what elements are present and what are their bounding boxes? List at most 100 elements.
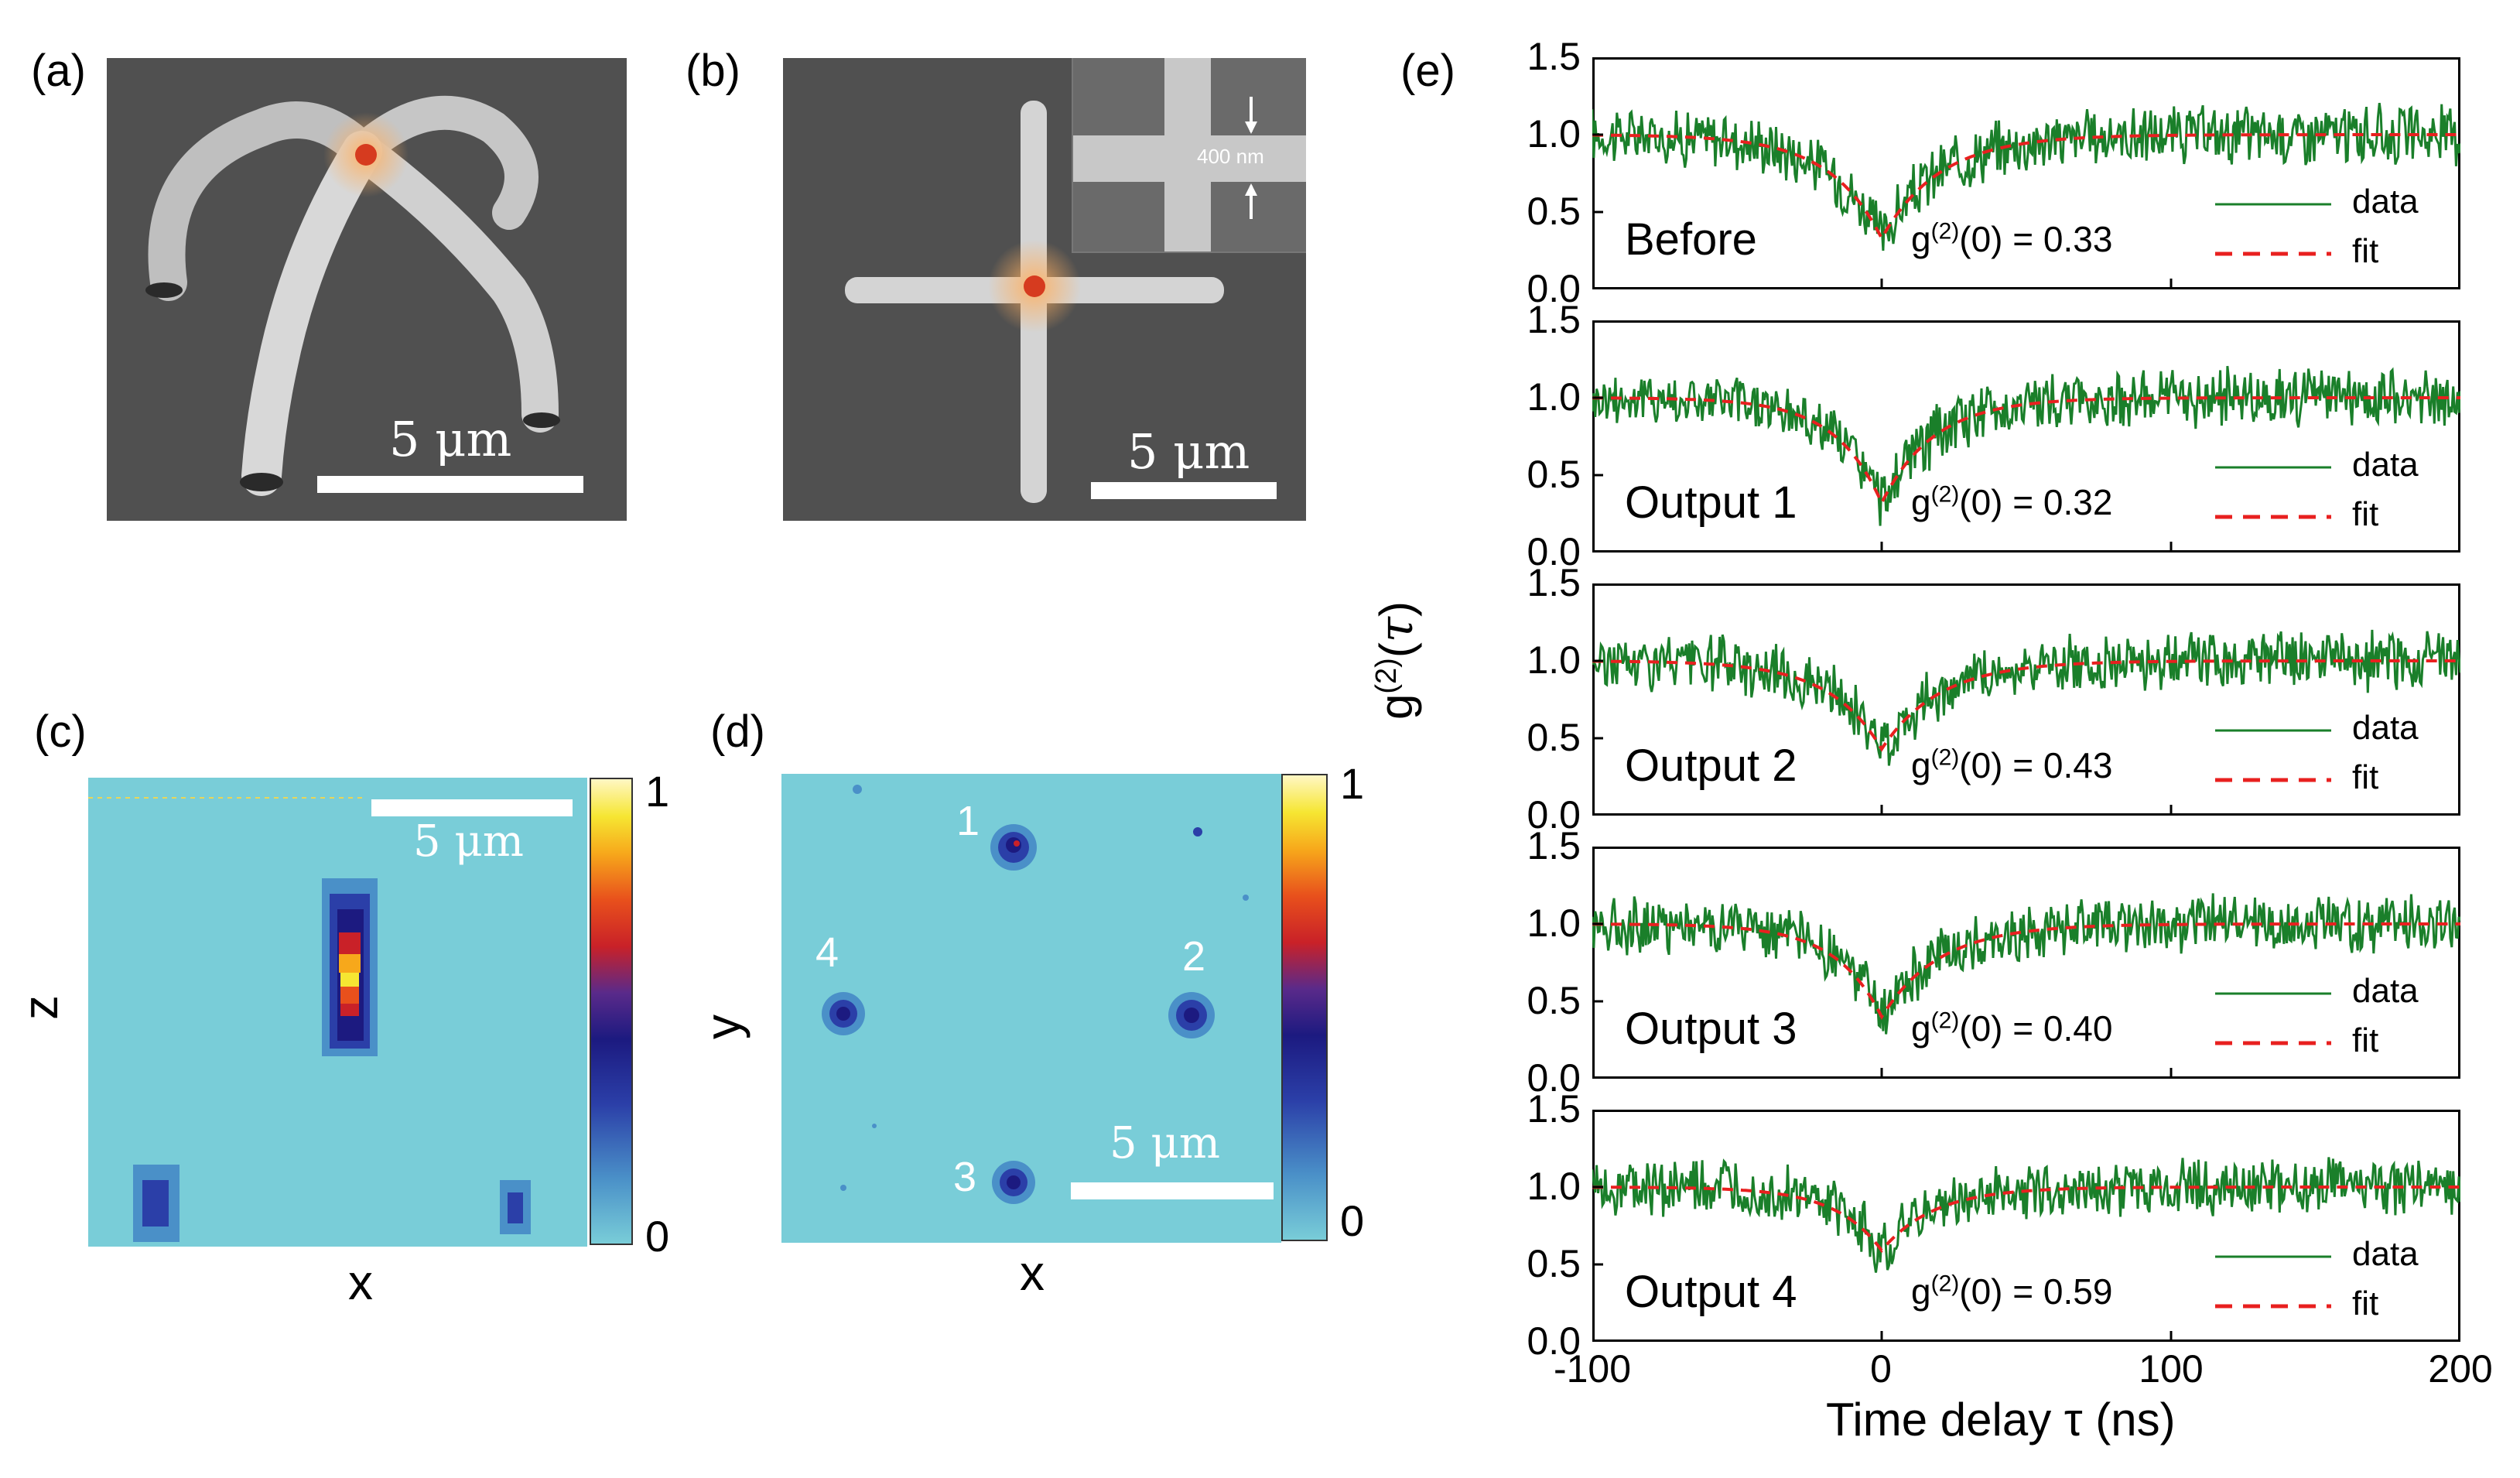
cross-structure: [845, 101, 1224, 503]
legend-fit-label-3: fit: [2352, 758, 2379, 796]
y-tick-label: 1.0: [1527, 902, 1581, 945]
subplot-name-2: Output 1: [1625, 477, 1797, 528]
y-tick-label: 1.5: [1527, 35, 1581, 78]
g2-zero-annotation-1: g(2)(0) = 0.33: [1911, 218, 2113, 259]
legend-data-label-2: data: [2352, 446, 2419, 484]
legend-data-label-5: data: [2352, 1235, 2419, 1273]
panel-c-pl-map: 5 μm: [88, 778, 587, 1247]
y-tick-label: 0.5: [1527, 190, 1581, 233]
g2-subplot-3: [1592, 583, 2460, 816]
panel-d-label: (d): [710, 706, 765, 757]
y-tick-label: 1.5: [1527, 298, 1581, 341]
g2-plot-area-4: [1592, 847, 2460, 1079]
data-series-2: [1592, 365, 2460, 526]
panel-c-scale-label: 5 μm: [413, 816, 524, 867]
g2-zero-annotation-3: g(2)(0) = 0.43: [1911, 744, 2113, 785]
legend-data-label-1: data: [2352, 183, 2419, 221]
g2-plot-area-5: [1592, 1110, 2460, 1342]
spot-label-2: 2: [1182, 933, 1206, 980]
panel-d-xlabel: x: [1020, 1245, 1045, 1301]
quantum-emitter-dot: [355, 144, 377, 166]
panel-d-scale-label: 5 μm: [1110, 1118, 1220, 1168]
legend-fit-label-2: fit: [2352, 495, 2379, 533]
panel-c-cbar-max: 1: [645, 767, 670, 816]
panel-d-cbar-max: 1: [1340, 759, 1365, 808]
panel-d-cbar-min: 0: [1340, 1196, 1365, 1245]
panel-e-label: (e): [1400, 46, 1455, 96]
panel-b-scalebar: [1091, 482, 1277, 499]
data-series-1: [1592, 102, 2460, 251]
g2-plot-area-2: [1592, 320, 2460, 553]
y-tick-label: 1.5: [1527, 824, 1581, 867]
y-tick-label: 0.5: [1527, 979, 1581, 1022]
y-tick-label: 0.5: [1527, 1242, 1581, 1285]
subplot-name-5: Output 4: [1625, 1267, 1797, 1317]
x-tick-100: 100: [2139, 1347, 2204, 1391]
panel-c-ylabel: z: [12, 995, 68, 1020]
subplot-name-4: Output 3: [1625, 1004, 1797, 1054]
inset-cross-image: [1073, 58, 1306, 251]
y-tick-label: 1.5: [1527, 561, 1581, 604]
y-tick-label: 1.0: [1527, 638, 1581, 682]
g2-subplot-2: [1592, 320, 2460, 553]
y-tick-label: 1.0: [1527, 375, 1581, 419]
legend-fit-label-4: fit: [2352, 1021, 2379, 1059]
panel-c-xlabel: x: [348, 1254, 373, 1310]
fit-series-5: [1592, 1185, 2460, 1254]
panel-c-map-features: [88, 797, 531, 1242]
panel-d-ylabel: y: [695, 1014, 751, 1039]
fit-series-1: [1592, 133, 2460, 242]
legend-data-label-3: data: [2352, 709, 2419, 747]
data-series-4: [1592, 893, 2460, 1035]
panel-d-map-features: [822, 785, 1249, 1204]
spot-label-4: 4: [815, 929, 839, 976]
y-tick-label: 1.0: [1527, 112, 1581, 156]
g2-zero-annotation-4: g(2)(0) = 0.40: [1911, 1008, 2113, 1049]
legend-data-label-4: data: [2352, 972, 2419, 1010]
x-tick-200: 200: [2428, 1347, 2493, 1391]
panel-a-scale-label: 5 μm: [389, 411, 512, 467]
panel-e-ylabel: g(2)(τ): [1369, 601, 1424, 720]
y-tick-label: 0.0: [1527, 1319, 1581, 1363]
g2-subplot-4: [1592, 847, 2460, 1079]
g2-plot-area-1: [1592, 57, 2460, 289]
g2-zero-annotation-2: g(2)(0) = 0.32: [1911, 481, 2113, 522]
y-tick-label: 1.5: [1527, 1087, 1581, 1131]
quantum-emitter-dot: [1024, 275, 1045, 297]
panel-c-cbar-min: 0: [645, 1212, 670, 1261]
g2-zero-annotation-5: g(2)(0) = 0.59: [1911, 1271, 2113, 1312]
subplot-name-1: Before: [1625, 214, 1757, 265]
fit-series-3: [1592, 659, 2460, 752]
inset-size-label: 400 nm: [1197, 145, 1264, 168]
y-tick-label: 0.5: [1527, 453, 1581, 496]
panel-c-label: (c): [34, 706, 87, 757]
subplot-name-3: Output 2: [1625, 741, 1797, 791]
tripod-structure: [145, 95, 560, 496]
y-tick-label: 0.0: [1527, 793, 1581, 837]
panel-d-colorbar: [1281, 774, 1328, 1241]
y-tick-label: 0.0: [1527, 267, 1581, 310]
legend-fit-label-1: fit: [2352, 232, 2379, 270]
spot-label-3: 3: [953, 1154, 977, 1200]
panel-a-label: (a): [31, 46, 86, 96]
panel-a-sem-image: 5 μm: [107, 58, 627, 521]
y-tick-label: 1.0: [1527, 1165, 1581, 1208]
fit-series-2: [1592, 396, 2460, 507]
panel-b-inset: 400 nm: [1072, 58, 1306, 253]
g2-subplot-1: [1592, 57, 2460, 289]
g2-subplot-5: [1592, 1110, 2460, 1342]
panel-c-colorbar: [590, 778, 633, 1245]
panel-d-scalebar: [1071, 1182, 1274, 1199]
panel-b-scale-label: 5 μm: [1127, 423, 1250, 480]
data-series-5: [1592, 1157, 2460, 1273]
x-tick--100: -100: [1553, 1347, 1632, 1391]
legend-fit-label-5: fit: [2352, 1285, 2379, 1322]
g2-plot-area-3: [1592, 583, 2460, 816]
panel-d-pl-map: 1 2 3 4 5 μm: [781, 774, 1281, 1243]
x-tick-0: 0: [1870, 1347, 1892, 1391]
panel-b-sem-image: 400 nm 5 μm: [783, 58, 1306, 521]
y-tick-label: 0.5: [1527, 716, 1581, 759]
y-tick-label: 0.0: [1527, 1056, 1581, 1100]
panel-c-scalebar: [371, 799, 573, 816]
y-tick-label: 0.0: [1527, 530, 1581, 573]
